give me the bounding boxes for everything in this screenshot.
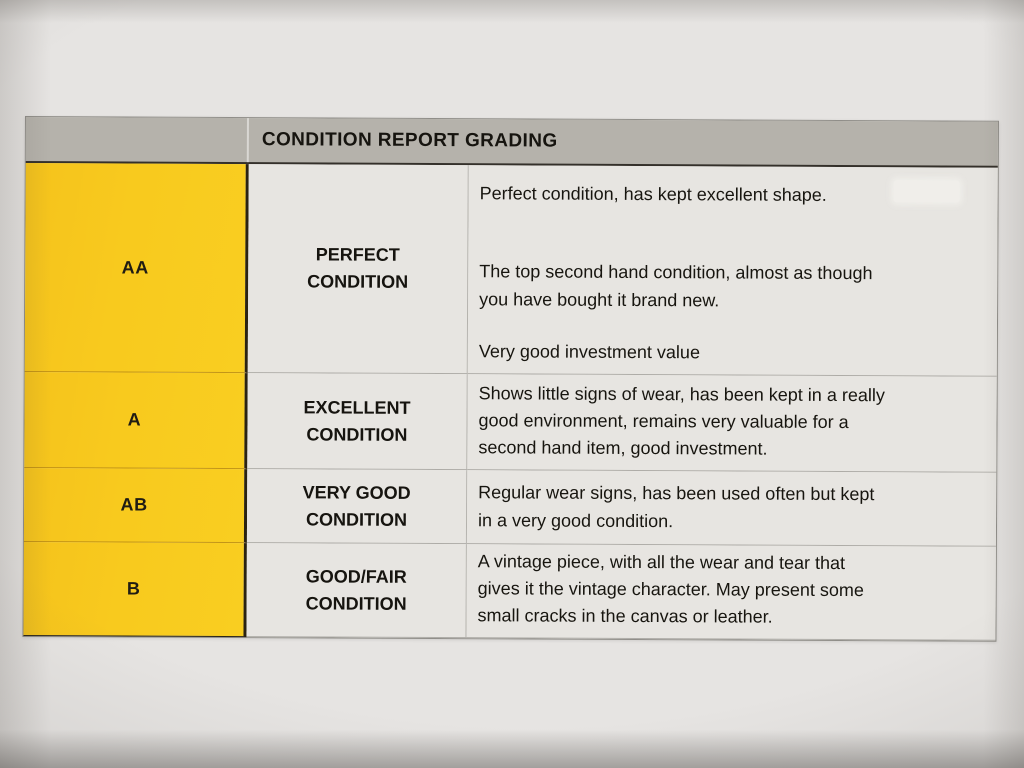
grade-cell-a: A <box>24 372 248 470</box>
whiteout-correction-mark <box>893 180 960 203</box>
grade-cell-ab: AB <box>23 468 248 544</box>
condition-description-a: Shows little signs of wear, has been kep… <box>467 374 997 473</box>
grade-cell-b: B <box>23 541 247 638</box>
condition-name-a: EXCELLENT CONDITION <box>247 373 468 471</box>
description-paragraph: A vintage piece, with all the wear and t… <box>477 551 864 627</box>
description-paragraph: Regular wear signs, has been used often … <box>477 482 875 532</box>
table-header: CONDITION REPORT GRADING <box>25 117 998 168</box>
condition-description-aa: Perfect condition, has kept excellent sh… <box>467 165 998 377</box>
table-row-aa: AA PERFECT CONDITION Perfect condition, … <box>24 163 998 377</box>
description-paragraph: Very good investment value <box>478 341 701 363</box>
condition-name-ab: VERY GOOD CONDITION <box>246 469 468 545</box>
table-row-b: B GOOD/FAIR CONDITION A vintage piece, w… <box>23 541 996 641</box>
description-paragraph: Shows little signs of wear, has been kep… <box>478 383 885 459</box>
condition-name-aa: PERFECT CONDITION <box>247 164 469 375</box>
grade-cell-aa: AA <box>24 163 249 374</box>
table-title: CONDITION REPORT GRADING <box>261 129 558 152</box>
condition-description-ab: Regular wear signs, has been used often … <box>466 470 997 547</box>
description-paragraph: The top second hand condition, almost as… <box>479 261 873 311</box>
header-corner-cell <box>25 117 249 163</box>
condition-description-b: A vintage piece, with all the wear and t… <box>466 544 996 641</box>
condition-grading-table: CONDITION REPORT GRADING AA PERFECT COND… <box>22 116 999 642</box>
condition-name-b: GOOD/FAIR CONDITION <box>246 543 467 639</box>
table-row-a: A EXCELLENT CONDITION Shows little signs… <box>24 372 997 473</box>
table-row-ab: AB VERY GOOD CONDITION Regular wear sign… <box>23 468 997 547</box>
